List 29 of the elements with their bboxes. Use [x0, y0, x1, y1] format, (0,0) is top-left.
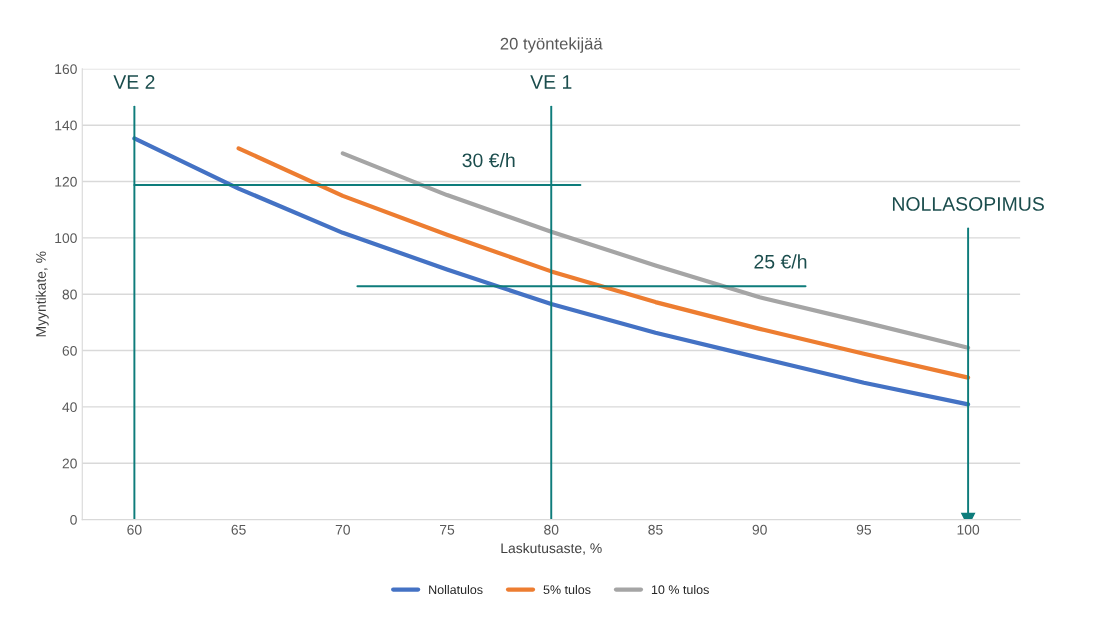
y-tick-label: 120: [55, 176, 77, 187]
y-tick-label: 40: [62, 402, 77, 413]
y-axis-title: Myyntikate, %: [35, 251, 49, 337]
x-tick-label: 60: [127, 524, 142, 535]
y-tick-label: 160: [55, 64, 77, 75]
x-tick-label: 65: [231, 524, 246, 535]
y-tick-label: 60: [62, 345, 77, 356]
x-tick-label: 90: [752, 524, 767, 535]
annotation: 30 €/h: [462, 152, 515, 168]
legend-label: Nollatulos: [429, 584, 483, 595]
annotation: NOLLASOPIMUS: [892, 197, 1044, 211]
annotation: VE 1: [530, 75, 572, 89]
y-tick-label: 0: [70, 514, 77, 525]
chart-title: 20 työntekijää: [500, 37, 603, 53]
x-tick-label: 70: [335, 524, 350, 535]
annotation: VE 2: [113, 75, 155, 89]
y-tick-label: 100: [55, 233, 77, 244]
x-axis-title: Laskutusaste, %: [501, 542, 602, 555]
x-tick-label: 95: [856, 524, 872, 535]
annotation: 25 €/h: [754, 254, 807, 269]
y-tick-label: 80: [62, 289, 77, 300]
x-tick-label: 85: [648, 524, 663, 535]
x-tick-label: 80: [544, 524, 559, 535]
legend-label: 5% tulos: [543, 584, 591, 595]
y-tick-label: 20: [62, 458, 77, 469]
x-tick-label: 100: [957, 524, 980, 535]
legend-label: 10 % tulos: [651, 584, 709, 595]
y-tick-label: 140: [55, 120, 77, 131]
x-tick-label: 75: [440, 524, 455, 535]
